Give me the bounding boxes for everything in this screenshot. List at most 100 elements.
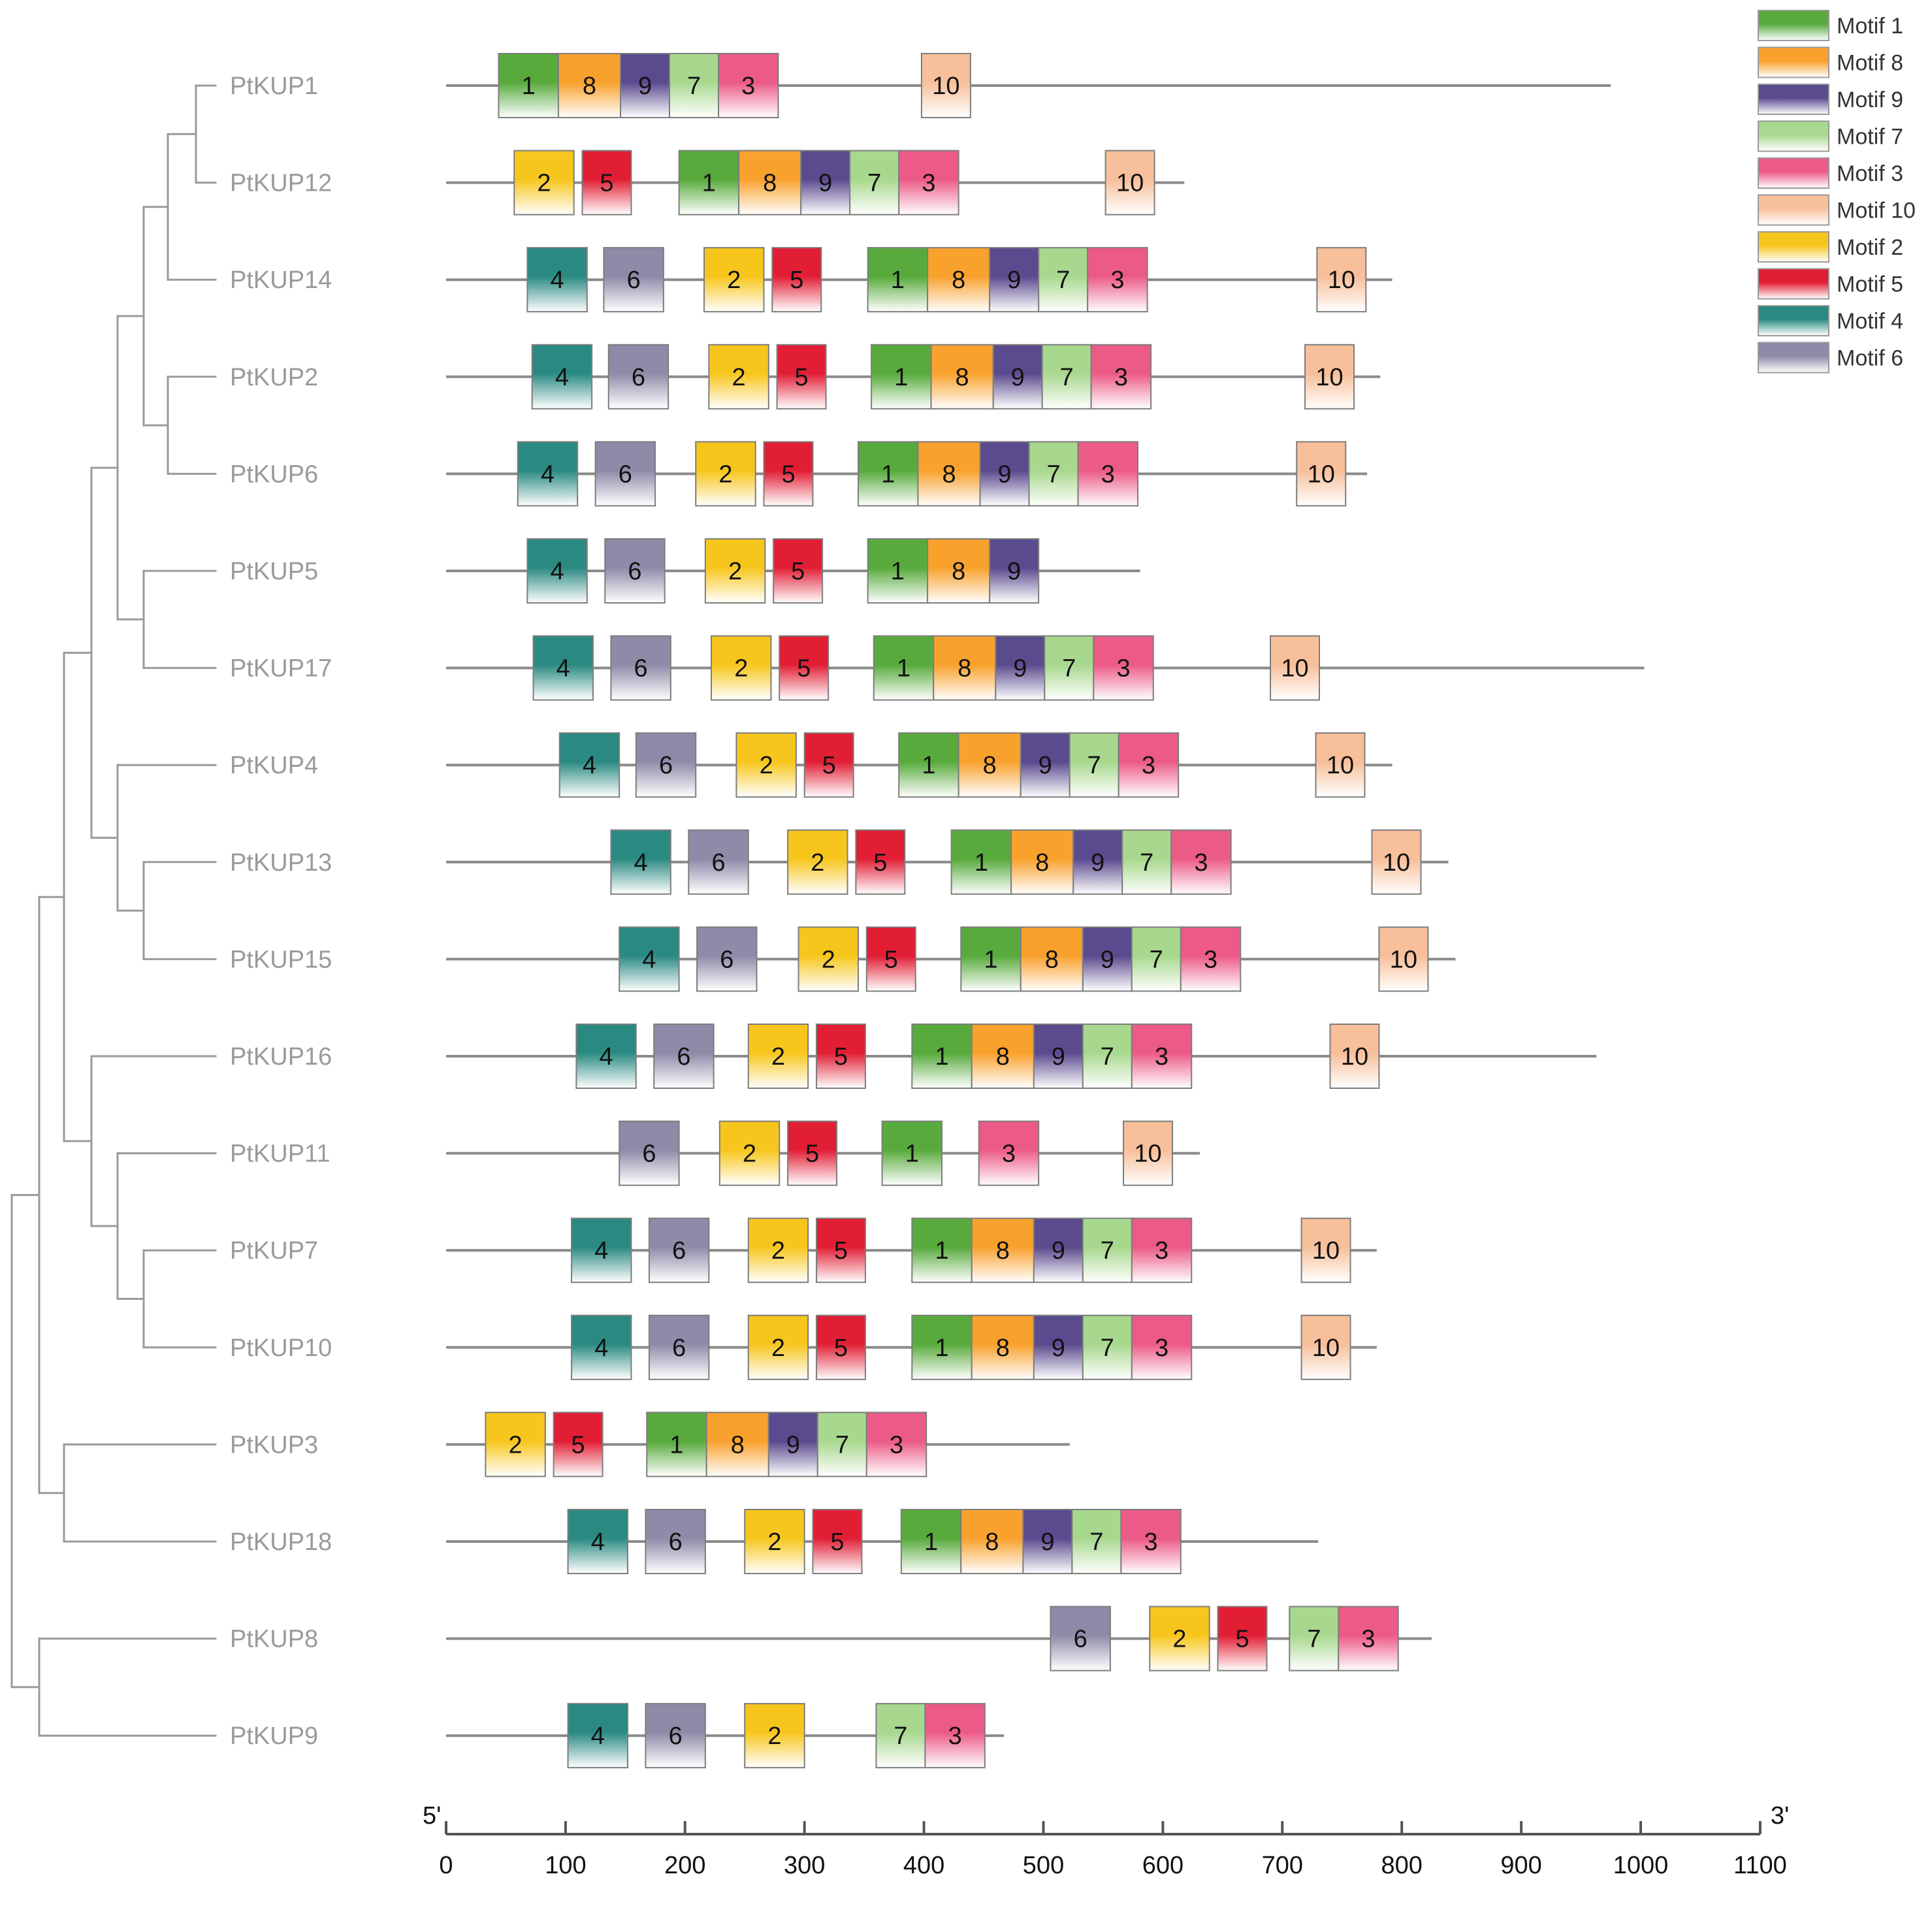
gene-label: PtKUP5 [230, 558, 318, 585]
motif-block [1033, 1314, 1084, 1380]
motif-7-box: 7 [1131, 926, 1182, 992]
motif-number: 2 [727, 267, 741, 294]
motif-block [992, 344, 1043, 410]
motif-block [1315, 732, 1366, 798]
motif-3-box: 3 [1093, 635, 1154, 701]
motif-number: 2 [767, 1722, 781, 1750]
motif-6-box: 6 [696, 926, 758, 992]
motif-3-box: 3 [1118, 732, 1180, 798]
motif-4-box: 4 [526, 538, 588, 604]
motif-block [1131, 1314, 1193, 1380]
motif-block [1071, 1509, 1122, 1574]
motif-block [958, 732, 1022, 798]
motif-number: 9 [1091, 849, 1104, 877]
motif-number: 2 [771, 1237, 785, 1265]
motif-block [1120, 1509, 1182, 1574]
axis-tick-label: 400 [903, 1852, 944, 1879]
motif-number: 2 [771, 1043, 785, 1071]
motif-block [1300, 1218, 1351, 1284]
motif-block [1087, 247, 1148, 313]
gene-label: PtKUP12 [230, 170, 332, 197]
motif-1-box: 1 [858, 441, 919, 507]
motif-number: 8 [1045, 946, 1059, 973]
motif-block [924, 1703, 986, 1769]
motif-number: 3 [1116, 655, 1130, 683]
motif-block [812, 1509, 863, 1574]
motif-block [735, 732, 797, 798]
motif-number: 9 [1052, 1237, 1065, 1265]
motif-6-box: 6 [648, 1314, 710, 1380]
motif-number: 8 [952, 267, 965, 294]
motif-block [771, 247, 822, 313]
motif-number: 4 [591, 1528, 605, 1556]
motif-1-box: 1 [911, 1218, 973, 1284]
motif-number: 2 [743, 1140, 756, 1168]
motif-3-box: 3 [1090, 344, 1152, 410]
motif-block [960, 926, 1022, 992]
motif-number: 3 [1114, 364, 1128, 391]
motif-4-box: 4 [610, 829, 671, 895]
motif-block [1149, 1606, 1210, 1672]
motif-block [1300, 1314, 1351, 1380]
motif-number: 4 [556, 655, 570, 683]
gene-label: PtKUP17 [230, 655, 332, 683]
motif-1-box: 1 [911, 1024, 973, 1089]
motif-7-box: 7 [816, 1412, 867, 1478]
motif-block [1131, 1024, 1193, 1089]
motif-number: 6 [669, 1722, 683, 1750]
motif-block [849, 150, 900, 216]
motif-8-box: 8 [930, 344, 994, 410]
motif-9-box: 9 [767, 1412, 818, 1478]
motif-1-box: 1 [911, 1314, 973, 1380]
motif-block [708, 344, 769, 410]
motif-number: 9 [1011, 364, 1025, 391]
motif-block [1082, 1218, 1133, 1284]
legend-item-motif-5: Motif 5 [1758, 268, 1903, 300]
gene-row-ptkup16: PtKUP16 4 6 2 5 1 8 9 7 3 10 [230, 1024, 1597, 1089]
motif-block [1217, 1606, 1268, 1672]
motif-5-box: 5 [815, 1218, 866, 1284]
gene-row-ptkup8: PtKUP8 6 2 5 7 3 [230, 1606, 1432, 1672]
motif-block [871, 344, 932, 410]
motif-block [744, 1703, 805, 1769]
motif-number: 4 [600, 1043, 613, 1071]
motif-number: 3 [741, 73, 755, 100]
motif-block [1121, 829, 1172, 895]
motif-number: 6 [634, 655, 648, 683]
motif-3-box: 3 [1170, 829, 1232, 895]
motif-4-box: 4 [526, 247, 588, 313]
motif-9-box: 9 [620, 53, 671, 118]
motif-number: 10 [932, 73, 959, 100]
motif-number: 2 [509, 1431, 523, 1459]
motif-7-box: 7 [1121, 829, 1172, 895]
motif-block [581, 150, 632, 216]
motif-block [1180, 926, 1242, 992]
motif-block [875, 1703, 926, 1769]
motif-block [747, 1218, 809, 1284]
motif-number: 8 [958, 655, 971, 683]
motif-block [1090, 344, 1152, 410]
motif-number: 7 [835, 1431, 849, 1459]
motif-block [1033, 1218, 1084, 1284]
motif-8-box: 8 [971, 1024, 1035, 1089]
motif-2-box: 2 [735, 732, 797, 798]
motif-number: 3 [1101, 460, 1115, 488]
motif-block [695, 441, 756, 507]
motif-9-box: 9 [989, 538, 1040, 604]
motif-block [1131, 926, 1182, 992]
motif-10-box: 10 [1270, 635, 1320, 701]
motif-number: 7 [1101, 1043, 1114, 1071]
motif-9-box: 9 [989, 247, 1040, 313]
gene-row-ptkup6: PtKUP6 4 6 2 5 1 8 9 7 3 10 [230, 441, 1368, 507]
motif-block [669, 53, 720, 118]
motif-block [858, 441, 919, 507]
legend-label: Motif 6 [1837, 346, 1903, 371]
legend-label: Motif 4 [1837, 309, 1903, 334]
motif-6-box: 6 [653, 1024, 715, 1089]
legend-item-motif-6: Motif 6 [1758, 342, 1903, 374]
motif-number: 3 [1155, 1237, 1168, 1265]
motif-8-box: 8 [738, 150, 802, 216]
legend-item-motif-8: Motif 8 [1758, 46, 1903, 78]
motif-number: 6 [1074, 1626, 1087, 1653]
